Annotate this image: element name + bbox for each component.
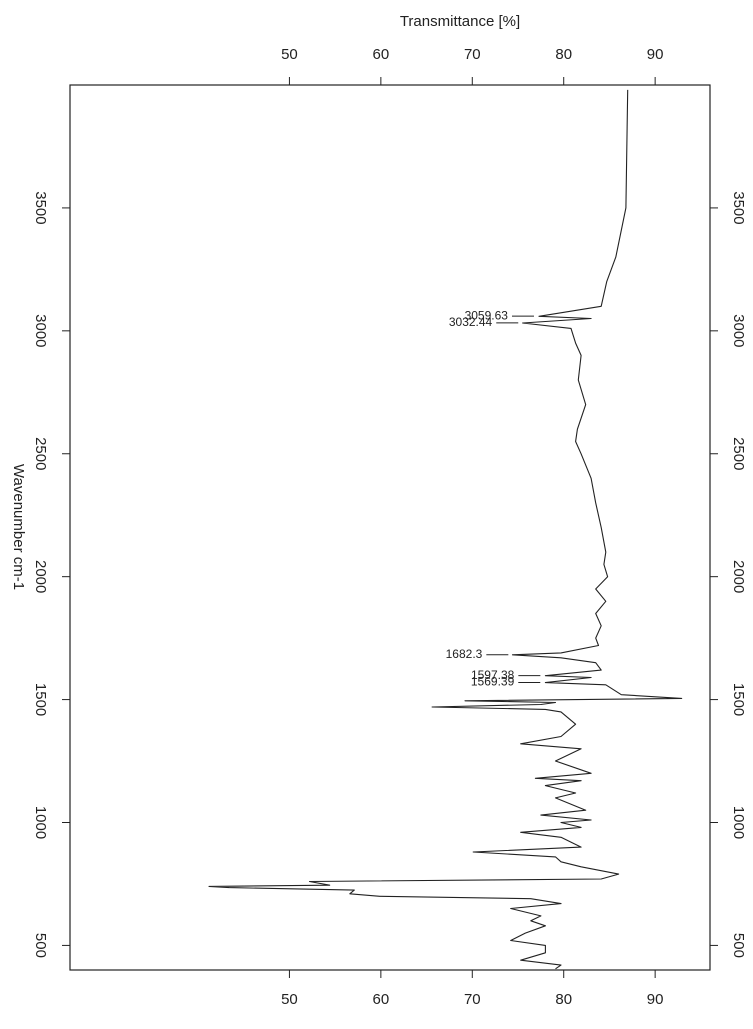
y-tick-label: 2000 [32,560,49,593]
x-tick-label-top: 70 [464,46,481,63]
x-tick-label-top: 90 [647,46,664,63]
peak-label: 1597.38 [471,668,515,682]
peak-label: 1682.3 [446,647,483,661]
y-tick-label-right: 3000 [730,314,747,347]
spectrum-line [208,89,683,970]
x-tick-label: 60 [373,991,390,1008]
x-tick-label: 50 [281,991,298,1008]
x-tick-label: 80 [555,991,572,1008]
y-tick-label: 1500 [32,683,49,716]
y-tick-label-right: 1500 [730,683,747,716]
x-tick-label-top: 80 [555,46,572,63]
axis-title-top: Transmittance [%] [400,13,520,30]
y-tick-label: 3000 [32,314,49,347]
axis-title-left: Wavenumber cm-1 [10,464,27,590]
y-tick-label: 500 [32,933,49,958]
y-tick-label: 3500 [32,191,49,224]
y-tick-label-right: 500 [730,933,747,958]
y-tick-label: 1000 [32,806,49,839]
x-tick-label-top: 60 [373,46,390,63]
y-tick-label-right: 3500 [730,191,747,224]
peak-label: 3032.44 [449,315,493,329]
x-tick-label-top: 50 [281,46,298,63]
y-tick-label-right: 1000 [730,806,747,839]
peak-label: 1569.39 [471,675,515,689]
y-tick-label-right: 2000 [730,560,747,593]
y-tick-label: 2500 [32,437,49,470]
peak-label: 3059.63 [465,308,509,322]
y-tick-label-right: 2500 [730,437,747,470]
plot-frame [69,84,711,971]
x-tick-label: 90 [647,991,664,1008]
x-tick-label: 70 [464,991,481,1008]
